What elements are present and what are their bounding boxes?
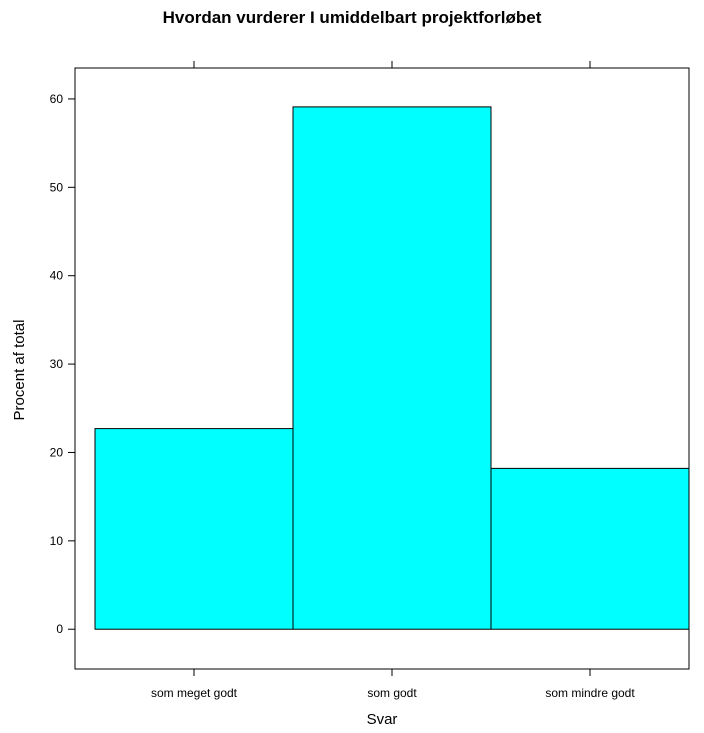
y-tick-label-2: 20 bbox=[50, 445, 64, 459]
y-tick-label-3: 30 bbox=[50, 357, 64, 371]
bar-2 bbox=[292, 106, 492, 630]
x-tick-label-2: som mindre godt bbox=[545, 686, 635, 700]
plot-frame bbox=[74, 67, 690, 670]
chart-title: Hvordan vurderer I umiddelbart projektfo… bbox=[162, 8, 542, 27]
y-axis-label: Procent af total bbox=[11, 320, 28, 421]
x-axis-label: Svar bbox=[367, 711, 398, 728]
x-tick-label-1: som godt bbox=[367, 686, 417, 700]
bar-3 bbox=[490, 467, 690, 630]
x-tick-label-0: som meget godt bbox=[151, 686, 238, 700]
y-tick-label-0: 0 bbox=[56, 622, 63, 636]
y-tick-label-4: 40 bbox=[50, 269, 64, 283]
y-tick-label-1: 10 bbox=[50, 534, 64, 548]
y-tick-label-6: 60 bbox=[50, 92, 64, 106]
bar-1 bbox=[94, 428, 294, 630]
y-tick-label-5: 50 bbox=[50, 180, 64, 194]
